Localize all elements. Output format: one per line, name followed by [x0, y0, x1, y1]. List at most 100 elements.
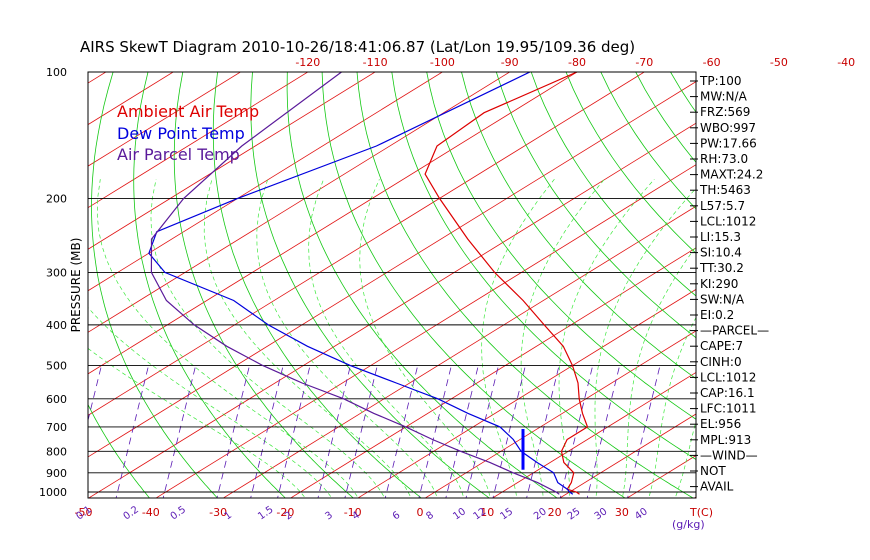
pressure-tick-label: 100	[46, 66, 67, 79]
isotherm-line	[88, 72, 646, 416]
dry-adiabat-line	[0, 72, 17, 503]
side-panel-item: CAPE:7	[700, 339, 743, 353]
pressure-tick-label: 400	[46, 319, 67, 332]
dry-adiabat-line	[845, 72, 870, 503]
side-panel-item: LCL:1012	[700, 214, 756, 228]
top-temperature-tick-label: -50	[770, 56, 788, 69]
mixing-ratio-line	[162, 365, 197, 498]
pressure-tick-label: 1000	[39, 486, 67, 499]
pressure-tick-label: 600	[46, 393, 67, 406]
side-panel-item: SI:10.4	[700, 246, 742, 260]
isotherm-line	[424, 330, 696, 498]
isotherm-line	[88, 72, 107, 84]
side-panel-item: MPL:913	[700, 433, 751, 447]
bottom-temperature-tick-label: 0	[417, 506, 424, 519]
moist-adiabat-line	[621, 245, 696, 498]
isotherm-line	[88, 72, 444, 292]
mixing-ratio-line	[115, 365, 149, 498]
dry-adiabat-line	[740, 72, 870, 503]
mixing-ratio-tick-label: 1.5	[256, 504, 275, 522]
dry-adiabat-line	[495, 72, 696, 339]
bottom-temperature-tick-label: 30	[615, 506, 629, 519]
isotherm-line	[222, 205, 696, 498]
mixing-ratio-tick-label: 40	[633, 506, 650, 522]
bottom-temperature-tick-label: -30	[209, 506, 227, 519]
pressure-tick-label: 700	[46, 421, 67, 434]
isotherm-line	[88, 122, 696, 498]
side-panel-item: KI:290	[700, 277, 738, 291]
isotherm-line	[0, 63, 54, 505]
side-panel-item: MW:N/A	[700, 90, 748, 104]
series-air-parcel-temp	[150, 72, 560, 495]
moist-adiabat-line	[96, 179, 359, 498]
side-panel-item: WBO:997	[700, 121, 756, 135]
moist-adiabat-line	[359, 179, 491, 498]
top-temperature-tick-label: -40	[837, 56, 855, 69]
mixing-ratio-line	[465, 365, 499, 498]
dry-adiabat-line	[461, 72, 696, 380]
mixing-ratio-line	[88, 365, 102, 422]
isotherm-line	[88, 81, 696, 458]
mixing-ratio-line	[586, 365, 621, 498]
bottom-temperature-tick-label: -50	[75, 506, 93, 519]
side-panel-item: PW:17.66	[700, 136, 757, 150]
top-temperature-tick-label: -100	[430, 56, 455, 69]
dry-adiabat-line	[775, 72, 870, 503]
side-panel-item: TH:5463	[699, 183, 751, 197]
sounding-series	[148, 72, 589, 495]
mixing-ratio-tick-label: 1	[223, 510, 235, 523]
mixing-ratio-tick-label: 20	[532, 506, 549, 522]
mixing-ratio-line	[344, 365, 378, 498]
legend-air-parcel-temp: Air Parcel Temp	[117, 145, 240, 164]
mixing-ratio-tick-label: 4	[350, 510, 362, 523]
dry-adiabat-line	[810, 72, 870, 503]
side-panel-item: CAP:16.1	[700, 386, 755, 400]
top-temperature-tick-labels: -120 -110 -100 -90 -80 -70 -60 -50 -40	[295, 56, 855, 69]
legend-dew-point-temp: Dew Point Temp	[117, 124, 245, 143]
side-panel-item: LCL:1012	[700, 370, 756, 384]
bottom-temperature-tick-label: 20	[548, 506, 562, 519]
mixing-ratio-tick-label: 15	[498, 506, 515, 522]
moist-adiabat-lines	[88, 178, 696, 498]
pressure-tick-label: 500	[46, 360, 67, 373]
mixing-ratio-line	[216, 365, 250, 498]
isotherm-line	[289, 247, 696, 498]
pressure-tick-label: 900	[46, 467, 67, 480]
top-temperature-tick-label: -110	[363, 56, 388, 69]
pressure-tick-label: 300	[46, 266, 67, 279]
moist-adiabat-line	[308, 179, 464, 498]
moist-adiabat-line	[481, 178, 555, 498]
side-panel-item: EI:0.2	[700, 308, 734, 322]
mixing-ratio-tick-label: 3	[323, 510, 335, 523]
moist-adiabat-line	[594, 187, 696, 498]
dry-adiabat-line	[530, 72, 696, 297]
pressure-tick-label: 800	[46, 445, 67, 458]
dry-adiabat-line	[426, 72, 696, 420]
bottom-temperature-tick-label: -10	[344, 506, 362, 519]
mixing-ratio-line	[627, 365, 661, 498]
mixing-ratio-line	[418, 365, 452, 498]
moist-adiabat-line	[520, 178, 605, 498]
mixing-ratio-tick-label: 30	[593, 506, 610, 522]
mixing-ratio-line	[492, 365, 526, 498]
chart-legend: Ambient Air Temp Dew Point Temp Air Parc…	[117, 102, 259, 164]
mixing-ratio-line	[277, 365, 311, 498]
isotherm-line	[88, 72, 578, 375]
bottom-temperature-tick-labels: -50 -40 -30 -20 -10 0 10 20 30	[75, 506, 629, 519]
plot-area	[0, 63, 870, 505]
moist-adiabat-line	[256, 179, 438, 498]
isotherm-line	[491, 371, 696, 498]
mixing-ratio-tick-labels: 0.1 0.2 0.5 1 1.5 2 3 4 6 8 10 12 15 20 25 30 40	[74, 504, 649, 522]
top-temperature-tick-label: -60	[703, 56, 721, 69]
mixing-ratio-tick-label: 2	[283, 510, 295, 523]
side-panel-item: TT:30.2	[699, 261, 744, 275]
side-panel-item: RH:73.0	[700, 152, 748, 166]
mixing-ratio-line	[526, 365, 560, 498]
side-panel-item: AVAIL	[700, 480, 734, 494]
mixing-ratio-tick-label: 6	[391, 510, 403, 523]
dry-adiabat-line	[356, 72, 694, 498]
dry-adiabat-line	[565, 72, 696, 254]
mixing-ratio-tick-label: 25	[566, 506, 583, 522]
top-temperature-tick-label: -80	[568, 56, 586, 69]
